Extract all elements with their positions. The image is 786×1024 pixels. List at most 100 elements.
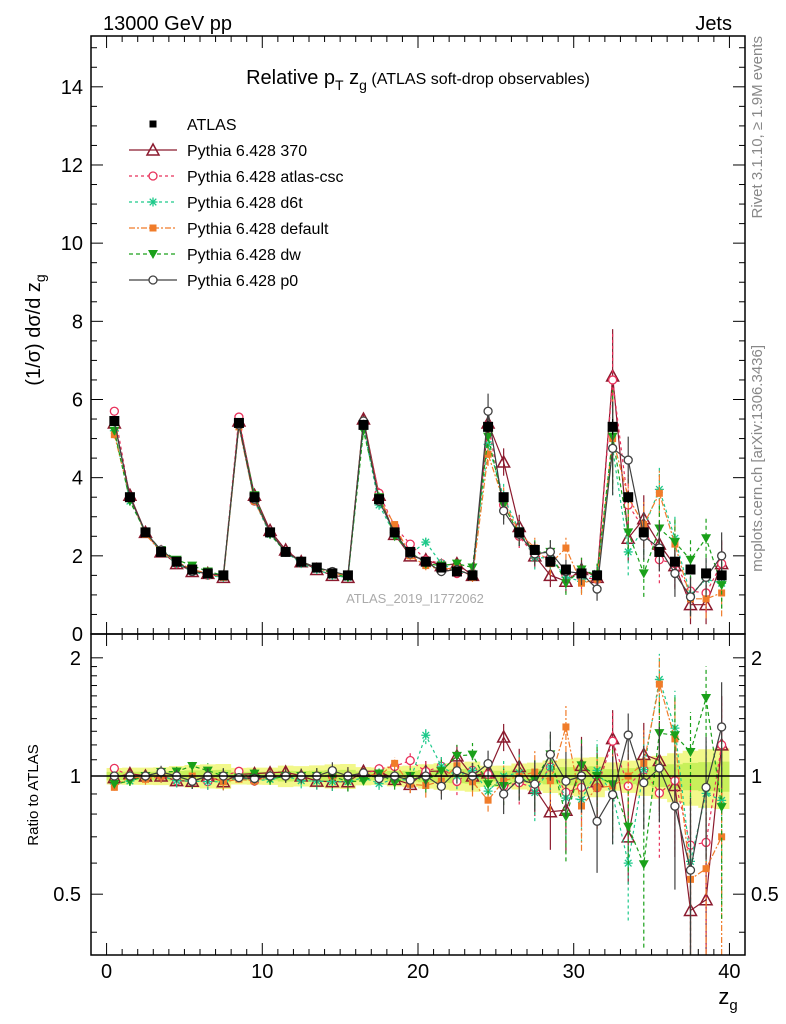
header-right: Jets: [695, 13, 732, 35]
ratio-ytick-label: 2: [70, 648, 81, 670]
ratio-point-4: [483, 780, 494, 790]
series-point-4: [467, 563, 478, 573]
ratio-point-5: [436, 781, 447, 791]
ratio-point-5: [561, 776, 571, 786]
data-point: [623, 492, 634, 503]
xlabel-sub: g: [729, 997, 737, 1014]
ratio-point-1: [607, 736, 618, 746]
ratio-point-5: [327, 765, 338, 776]
main-ytick-label: 14: [61, 77, 83, 99]
legend-marker: [149, 224, 157, 232]
ratio-ytick-label: 0.5: [53, 884, 81, 906]
data-point: [451, 566, 462, 577]
series-4: [109, 389, 727, 609]
ratio-ytick-label-right: 1: [751, 766, 762, 788]
data-point: [560, 564, 571, 575]
ratio-point-3: [391, 759, 399, 767]
ratio-point-5: [716, 722, 727, 732]
ratio-point-4: [623, 822, 634, 832]
ratio-series-3: [110, 657, 726, 955]
legend-entry: Pythia 6.428 default: [129, 221, 329, 238]
ratio-ylabel: Ratio to ATLAS: [25, 744, 42, 845]
data-point: [576, 568, 587, 579]
series-point-0: [496, 454, 511, 468]
data-point: [265, 527, 276, 538]
series-point-1: [109, 406, 120, 416]
main-ytick-label: 2: [72, 546, 83, 568]
legend: ATLAS Pythia 6.428 370 Pythia 6.428 atlas-…: [129, 117, 344, 290]
series-3: [110, 391, 726, 619]
ratio-point-4: [358, 776, 369, 786]
data-point: [218, 570, 229, 581]
legend-label: Pythia 6.428 atlas-csc: [187, 169, 344, 186]
data-point: [311, 562, 322, 573]
ratio-series-2: [109, 653, 727, 955]
watermark: ATLAS_2019_I1772062: [346, 591, 484, 606]
ratio-point-3: [562, 723, 570, 731]
legend-marker: [145, 142, 161, 156]
series-point-4: [623, 528, 634, 538]
data-point: [233, 417, 244, 428]
series-point-5: [670, 568, 680, 579]
main-title: Relative pT zg (ATLAS soft-drop observab…: [246, 67, 590, 93]
side-label-bottom: mcplots.cern.ch [arXiv:1306.3436]: [749, 345, 766, 572]
data-point: [483, 421, 494, 432]
data-point: [124, 492, 135, 503]
data-point: [669, 556, 680, 567]
main-ytick-label: 10: [61, 233, 83, 255]
series-point-5: [716, 551, 727, 561]
series-point-4: [669, 538, 680, 548]
xlabel-main: z: [718, 984, 729, 1009]
ratio-xtick-label: 20: [407, 961, 429, 983]
ratio-point-4: [389, 778, 400, 788]
ratio-point-5: [358, 768, 369, 778]
title-tail: (ATLAS soft-drop observables): [367, 71, 590, 88]
ratio-point-5: [654, 763, 665, 773]
title-main: Relative p: [246, 67, 335, 89]
data-point: [327, 568, 338, 579]
data-point: [607, 421, 618, 432]
ratio-point-4: [109, 780, 120, 790]
ratio-point-4: [669, 731, 680, 741]
ratio-point-4: [701, 693, 712, 703]
legend-marker: [148, 197, 158, 207]
series-point-4: [701, 534, 712, 544]
ratio-point-5: [623, 730, 633, 740]
series-point-4: [109, 426, 120, 436]
data-point: [498, 492, 509, 503]
series-point-3: [562, 544, 570, 552]
data-point: [140, 527, 151, 538]
data-point: [405, 546, 416, 557]
ratio-point-5: [607, 790, 618, 800]
series-point-2: [421, 537, 431, 547]
ratio-series-1: [109, 695, 727, 953]
data-point: [592, 570, 603, 581]
ratio-line-2: [114, 679, 722, 864]
legend-label: Pythia 6.428 p0: [187, 273, 298, 290]
ratio-point-5: [545, 749, 556, 760]
series-5: [109, 393, 727, 617]
ratio-point-5: [405, 775, 415, 785]
series-line-5: [113, 411, 723, 598]
series-point-5: [483, 406, 493, 416]
title-sub2: g: [359, 77, 367, 93]
ratio-point-1: [405, 755, 415, 766]
main-ylabel-main: (1/σ) dσ/d z: [23, 282, 45, 386]
ratio-line-3: [114, 683, 723, 881]
series-point-4: [451, 559, 462, 569]
data-point: [202, 568, 213, 579]
main-ytick-label: 8: [72, 311, 83, 333]
ratio-point-3: [702, 865, 710, 873]
data-point: [436, 562, 447, 573]
main-panel: 0 2 4 6 8 10 12 14: [61, 35, 746, 646]
xlabel: zg: [718, 984, 737, 1014]
ratio-point-5: [530, 779, 540, 789]
data-point: [545, 556, 556, 567]
legend-entry: Pythia 6.428 atlas-csc: [129, 169, 344, 186]
series-point-3: [391, 521, 399, 529]
ratio-point-3: [484, 796, 492, 804]
ratio-point-4: [716, 803, 727, 813]
ratio-point-4: [560, 812, 571, 822]
legend-label: Pythia 6.428 default: [187, 221, 329, 238]
ratio-ytick-label-right: 0.5: [751, 884, 779, 906]
